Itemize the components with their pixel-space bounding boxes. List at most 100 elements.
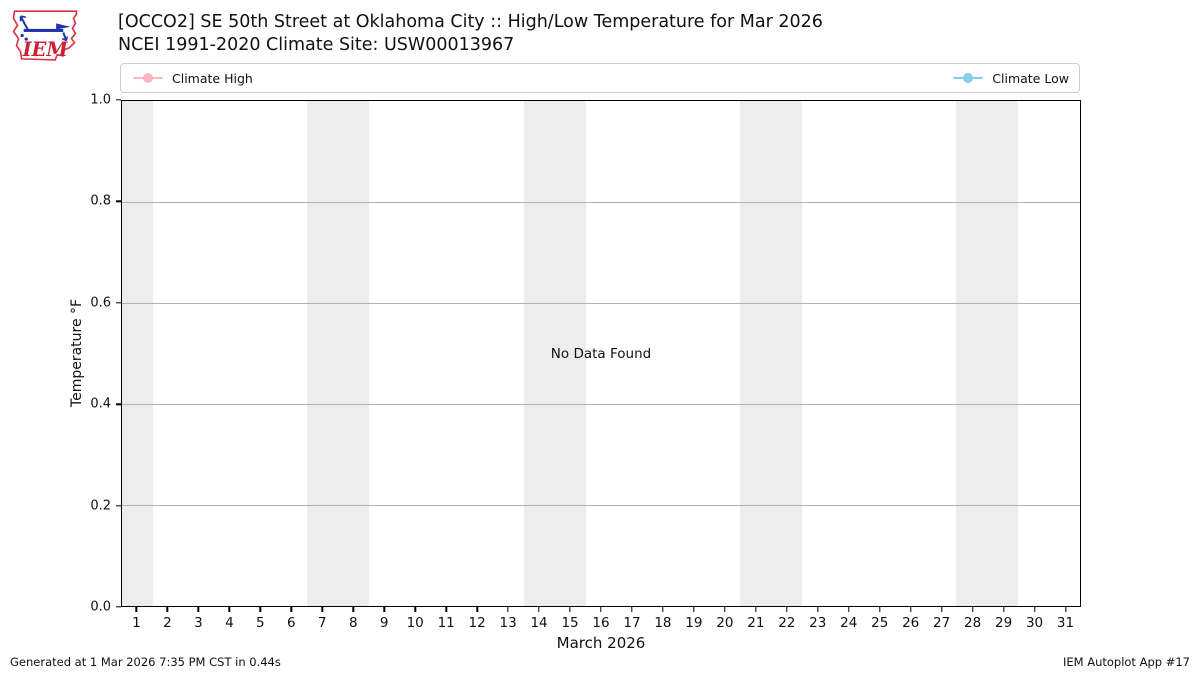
x-tick-label: 5 (256, 615, 265, 631)
iem-logo-text: IEM (22, 38, 69, 61)
x-tick-mark (879, 607, 881, 612)
weekend-band (956, 101, 1019, 606)
x-tick-mark (693, 607, 695, 612)
x-tick-mark (290, 607, 293, 612)
x-tick-mark (321, 607, 323, 612)
x-tick-label: 11 (437, 615, 455, 631)
y-tick-label: 1.0 (90, 92, 111, 108)
x-tick-mark (135, 607, 138, 612)
x-tick-label: 17 (623, 615, 641, 631)
x-tick-mark (971, 607, 974, 612)
x-tick-mark (1033, 607, 1036, 612)
legend-label-climate-high: Climate High (172, 70, 253, 86)
x-tick-mark (1064, 607, 1067, 612)
legend: Climate High Climate Low (120, 63, 1080, 93)
x-tick-label: 10 (406, 615, 424, 631)
legend-item-climate-high: Climate High (133, 71, 253, 86)
x-tick-mark (600, 607, 602, 612)
x-tick-label: 1 (132, 615, 141, 631)
x-tick-label: 7 (317, 615, 327, 631)
iowa-outline (12, 10, 78, 61)
chart-subtitle: NCEI 1991-2020 Climate Site: USW00013967 (118, 35, 515, 55)
x-axis: 1 2 3 4 5 6 7 8 9 10 11 12 13 14 15 16 17 18 19 20 21 22 23 24 2… (121, 607, 1081, 641)
x-tick-mark (755, 607, 757, 612)
x-tick-mark (414, 607, 416, 612)
x-tick-label: 18 (654, 615, 672, 631)
weekend-band (307, 101, 370, 606)
x-tick-mark (383, 607, 385, 612)
plot-area: No Data Found (121, 100, 1081, 607)
x-tick-label: 16 (592, 615, 610, 631)
x-tick-mark (940, 607, 943, 612)
y-tick-mark (116, 403, 121, 405)
y-axis: 0.0 0.2 0.4 0.6 0.8 1.0 (0, 93, 121, 615)
legend-item-climate-low: Climate Low (953, 71, 1069, 86)
x-tick-label: 22 (778, 615, 796, 631)
weekend-band (740, 101, 802, 606)
y-tick-mark (116, 99, 121, 101)
x-tick-label: 13 (499, 615, 517, 631)
no-data-message: No Data Found (550, 345, 652, 362)
weekend-band (523, 101, 586, 606)
climate-low-marker-icon (953, 73, 984, 83)
x-tick-label: 8 (348, 615, 358, 631)
x-tick-mark (197, 607, 200, 612)
x-tick-label: 14 (530, 615, 548, 631)
weather-vane-icon (19, 15, 71, 42)
x-tick-label: 23 (809, 615, 827, 631)
x-tick-mark (507, 607, 509, 612)
x-tick-label: 31 (1056, 615, 1075, 631)
gridline (122, 302, 1080, 304)
x-tick-mark (662, 607, 664, 612)
gridline (122, 403, 1080, 405)
x-tick-label: 12 (468, 615, 486, 631)
y-tick-label: 0.0 (90, 599, 111, 615)
x-tick-mark (476, 607, 478, 612)
chart-title: [OCCO2] SE 50th Street at Oklahoma City … (118, 12, 823, 32)
x-tick-mark (848, 607, 850, 612)
climate-high-marker-icon (133, 73, 163, 83)
y-tick-label: 0.2 (90, 498, 111, 514)
legend-label-climate-low: Climate Low (992, 70, 1069, 86)
x-tick-label: 2 (163, 615, 172, 631)
footer-app-text: IEM Autoplot App #17 (1062, 655, 1190, 669)
x-tick-label: 24 (840, 615, 858, 631)
x-tick-label: 28 (964, 615, 982, 631)
iem-logo: IEM (12, 10, 78, 61)
x-tick-mark (631, 607, 633, 612)
y-tick-label: 0.6 (90, 295, 111, 311)
x-tick-label: 19 (685, 615, 703, 631)
x-tick-label: 9 (379, 615, 389, 631)
y-tick-label: 0.4 (90, 396, 111, 412)
x-tick-label: 4 (225, 615, 234, 631)
x-tick-mark (166, 607, 169, 612)
footer-generated-text: Generated at 1 Mar 2026 7:35 PM CST in 0… (10, 655, 281, 669)
weekend-band (122, 101, 153, 606)
x-tick-label: 26 (902, 615, 920, 631)
y-tick-mark (116, 606, 121, 608)
y-tick-mark (116, 302, 121, 304)
x-tick-label: 3 (194, 615, 203, 631)
x-tick-label: 25 (871, 615, 889, 631)
x-tick-mark (228, 607, 231, 612)
x-tick-label: 20 (716, 615, 734, 631)
x-tick-label: 27 (933, 615, 951, 631)
x-tick-mark (445, 607, 447, 612)
y-tick-mark (116, 200, 121, 203)
x-tick-mark (817, 607, 819, 612)
x-tick-label: 6 (287, 615, 296, 631)
gridline (122, 201, 1080, 203)
y-tick-mark (116, 504, 121, 507)
x-tick-mark (538, 607, 540, 612)
y-tick-label: 0.8 (90, 193, 111, 209)
x-tick-mark (724, 607, 726, 612)
x-axis-title: March 2026 (556, 634, 646, 652)
x-tick-label: 15 (561, 615, 579, 631)
x-tick-mark (909, 607, 912, 612)
x-tick-mark (569, 607, 571, 612)
x-tick-label: 30 (1025, 615, 1044, 631)
x-tick-mark (259, 607, 262, 612)
x-tick-mark (1002, 607, 1005, 612)
x-tick-mark (786, 607, 788, 612)
